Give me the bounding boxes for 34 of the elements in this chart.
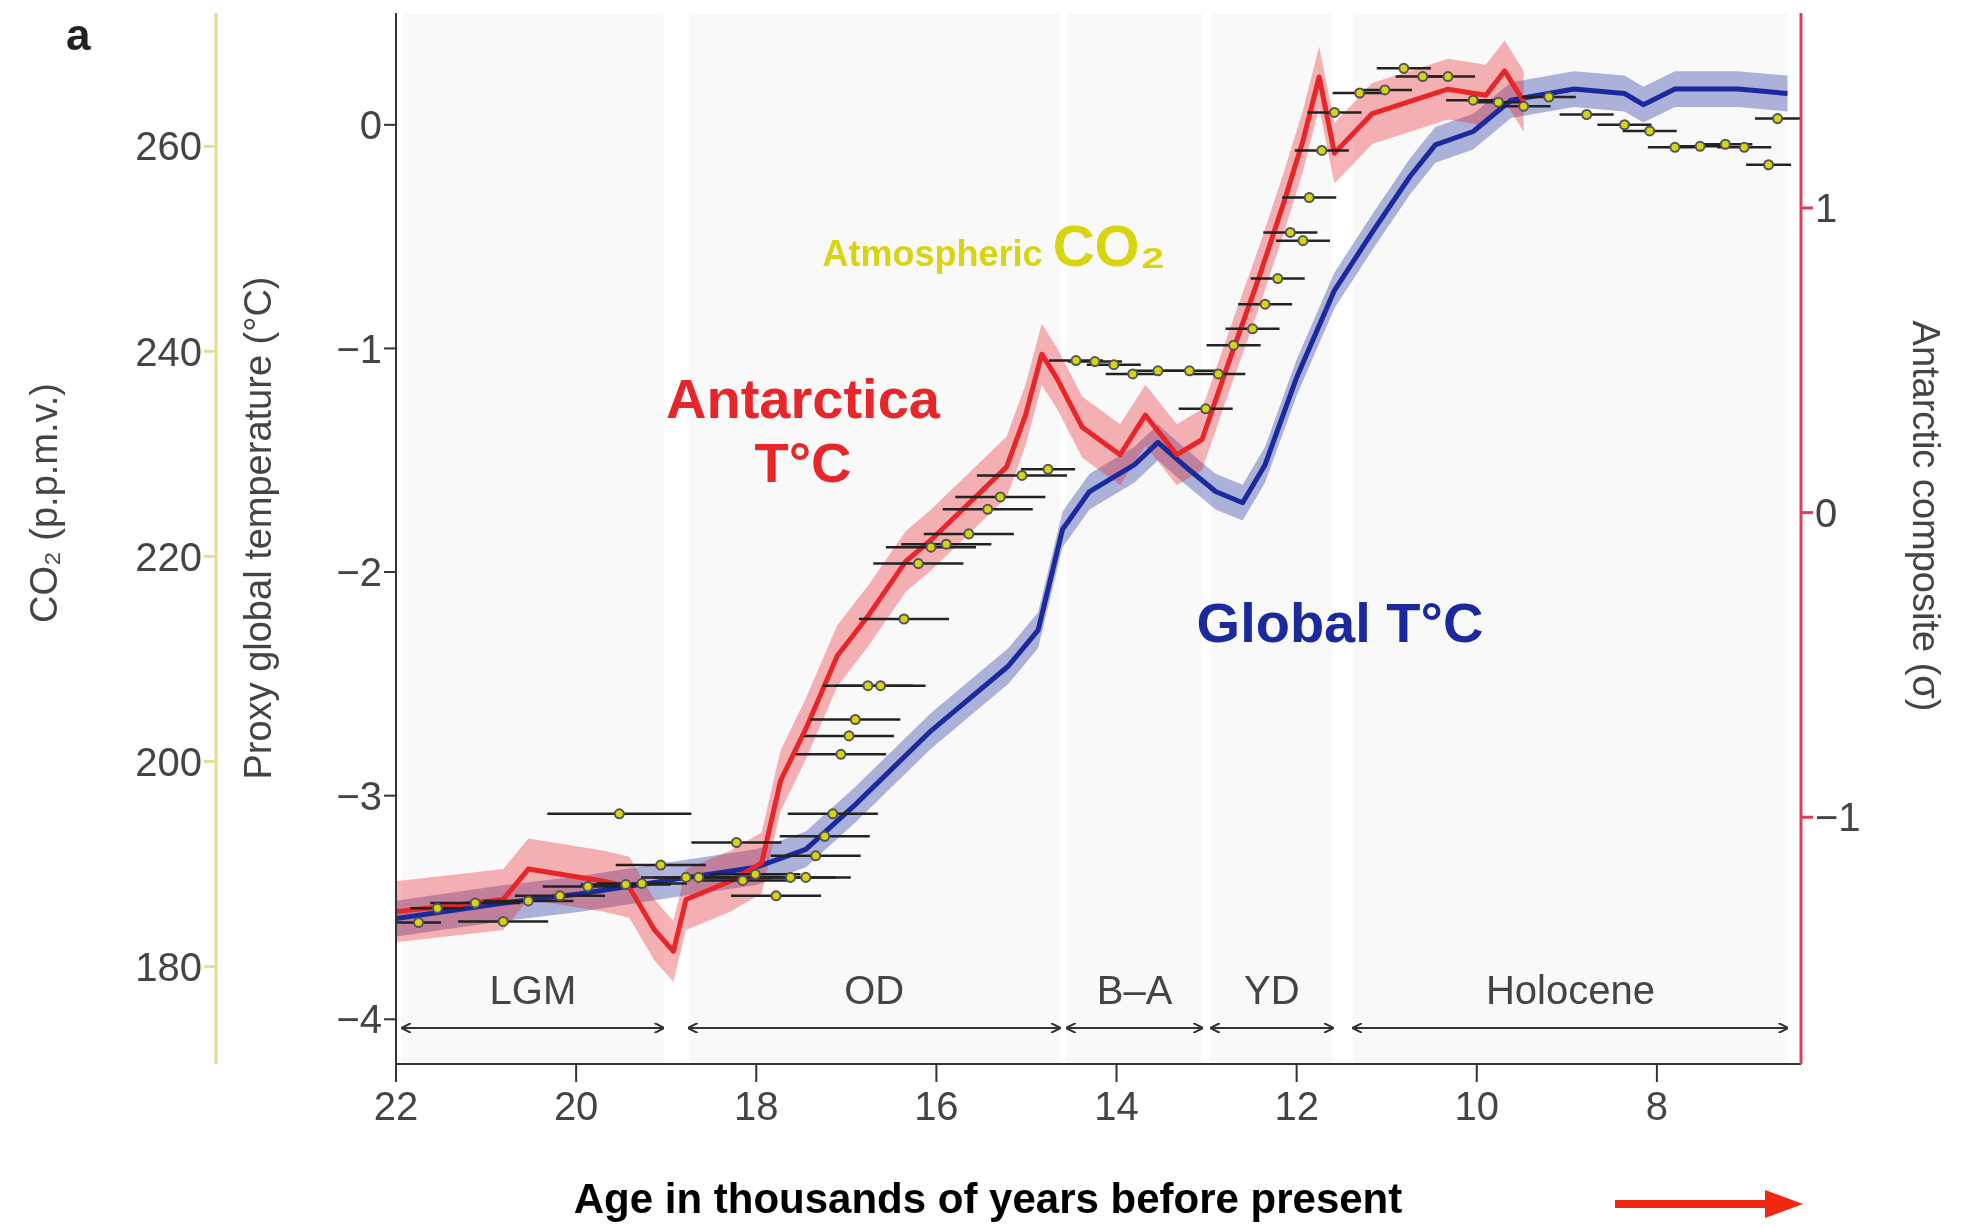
- y2-tick-label: −1: [1815, 795, 1861, 840]
- x-axis-title: Age in thousands of years before present: [573, 1175, 1403, 1223]
- y3-tick-label: 180: [135, 944, 202, 989]
- series-label: Global T°C: [1195, 591, 1485, 656]
- x-tick-label: 18: [734, 1084, 779, 1129]
- y3-tick-label: 240: [135, 329, 202, 374]
- y-tick-label: −3: [336, 773, 382, 818]
- x-tick-label: 14: [1094, 1084, 1139, 1129]
- y-tick-label: −4: [336, 997, 382, 1042]
- y-axis-title: Proxy global temperature (°C): [236, 276, 280, 780]
- y2-tick-label: 0: [1815, 490, 1838, 535]
- band-label: LGM: [489, 968, 577, 1012]
- y3-tick-label: 200: [135, 739, 202, 784]
- y-tick-label: −1: [336, 326, 382, 371]
- y-tick-label: 0: [359, 103, 382, 148]
- y2-tick-label: 1: [1815, 186, 1838, 231]
- y3-tick-label: 220: [135, 534, 202, 579]
- band-label: YD: [1244, 968, 1300, 1012]
- x-tick-label: 22: [373, 1084, 419, 1129]
- y2-axis-title: Antarctic composite (σ): [1903, 320, 1947, 712]
- y3-axis-title: CO₂ (p.p.m.v.): [22, 383, 66, 623]
- x-tick-label: 10: [1454, 1084, 1500, 1129]
- band-label: Holocene: [1485, 968, 1655, 1012]
- text: a: [66, 10, 91, 60]
- y-tick-label: −2: [336, 550, 382, 595]
- x-tick-label: 12: [1274, 1084, 1319, 1129]
- band-label: B–A: [1096, 968, 1173, 1012]
- y3-tick-label: 260: [135, 124, 202, 169]
- x-tick-label: 16: [914, 1084, 959, 1129]
- band-label: OD: [844, 968, 905, 1012]
- x-tick-label: 20: [553, 1084, 599, 1129]
- series-label: Antarctica T°C: [665, 366, 942, 496]
- series-label: Atmospheric CO₂: [822, 213, 1166, 279]
- x-tick-label: 8: [1645, 1084, 1669, 1129]
